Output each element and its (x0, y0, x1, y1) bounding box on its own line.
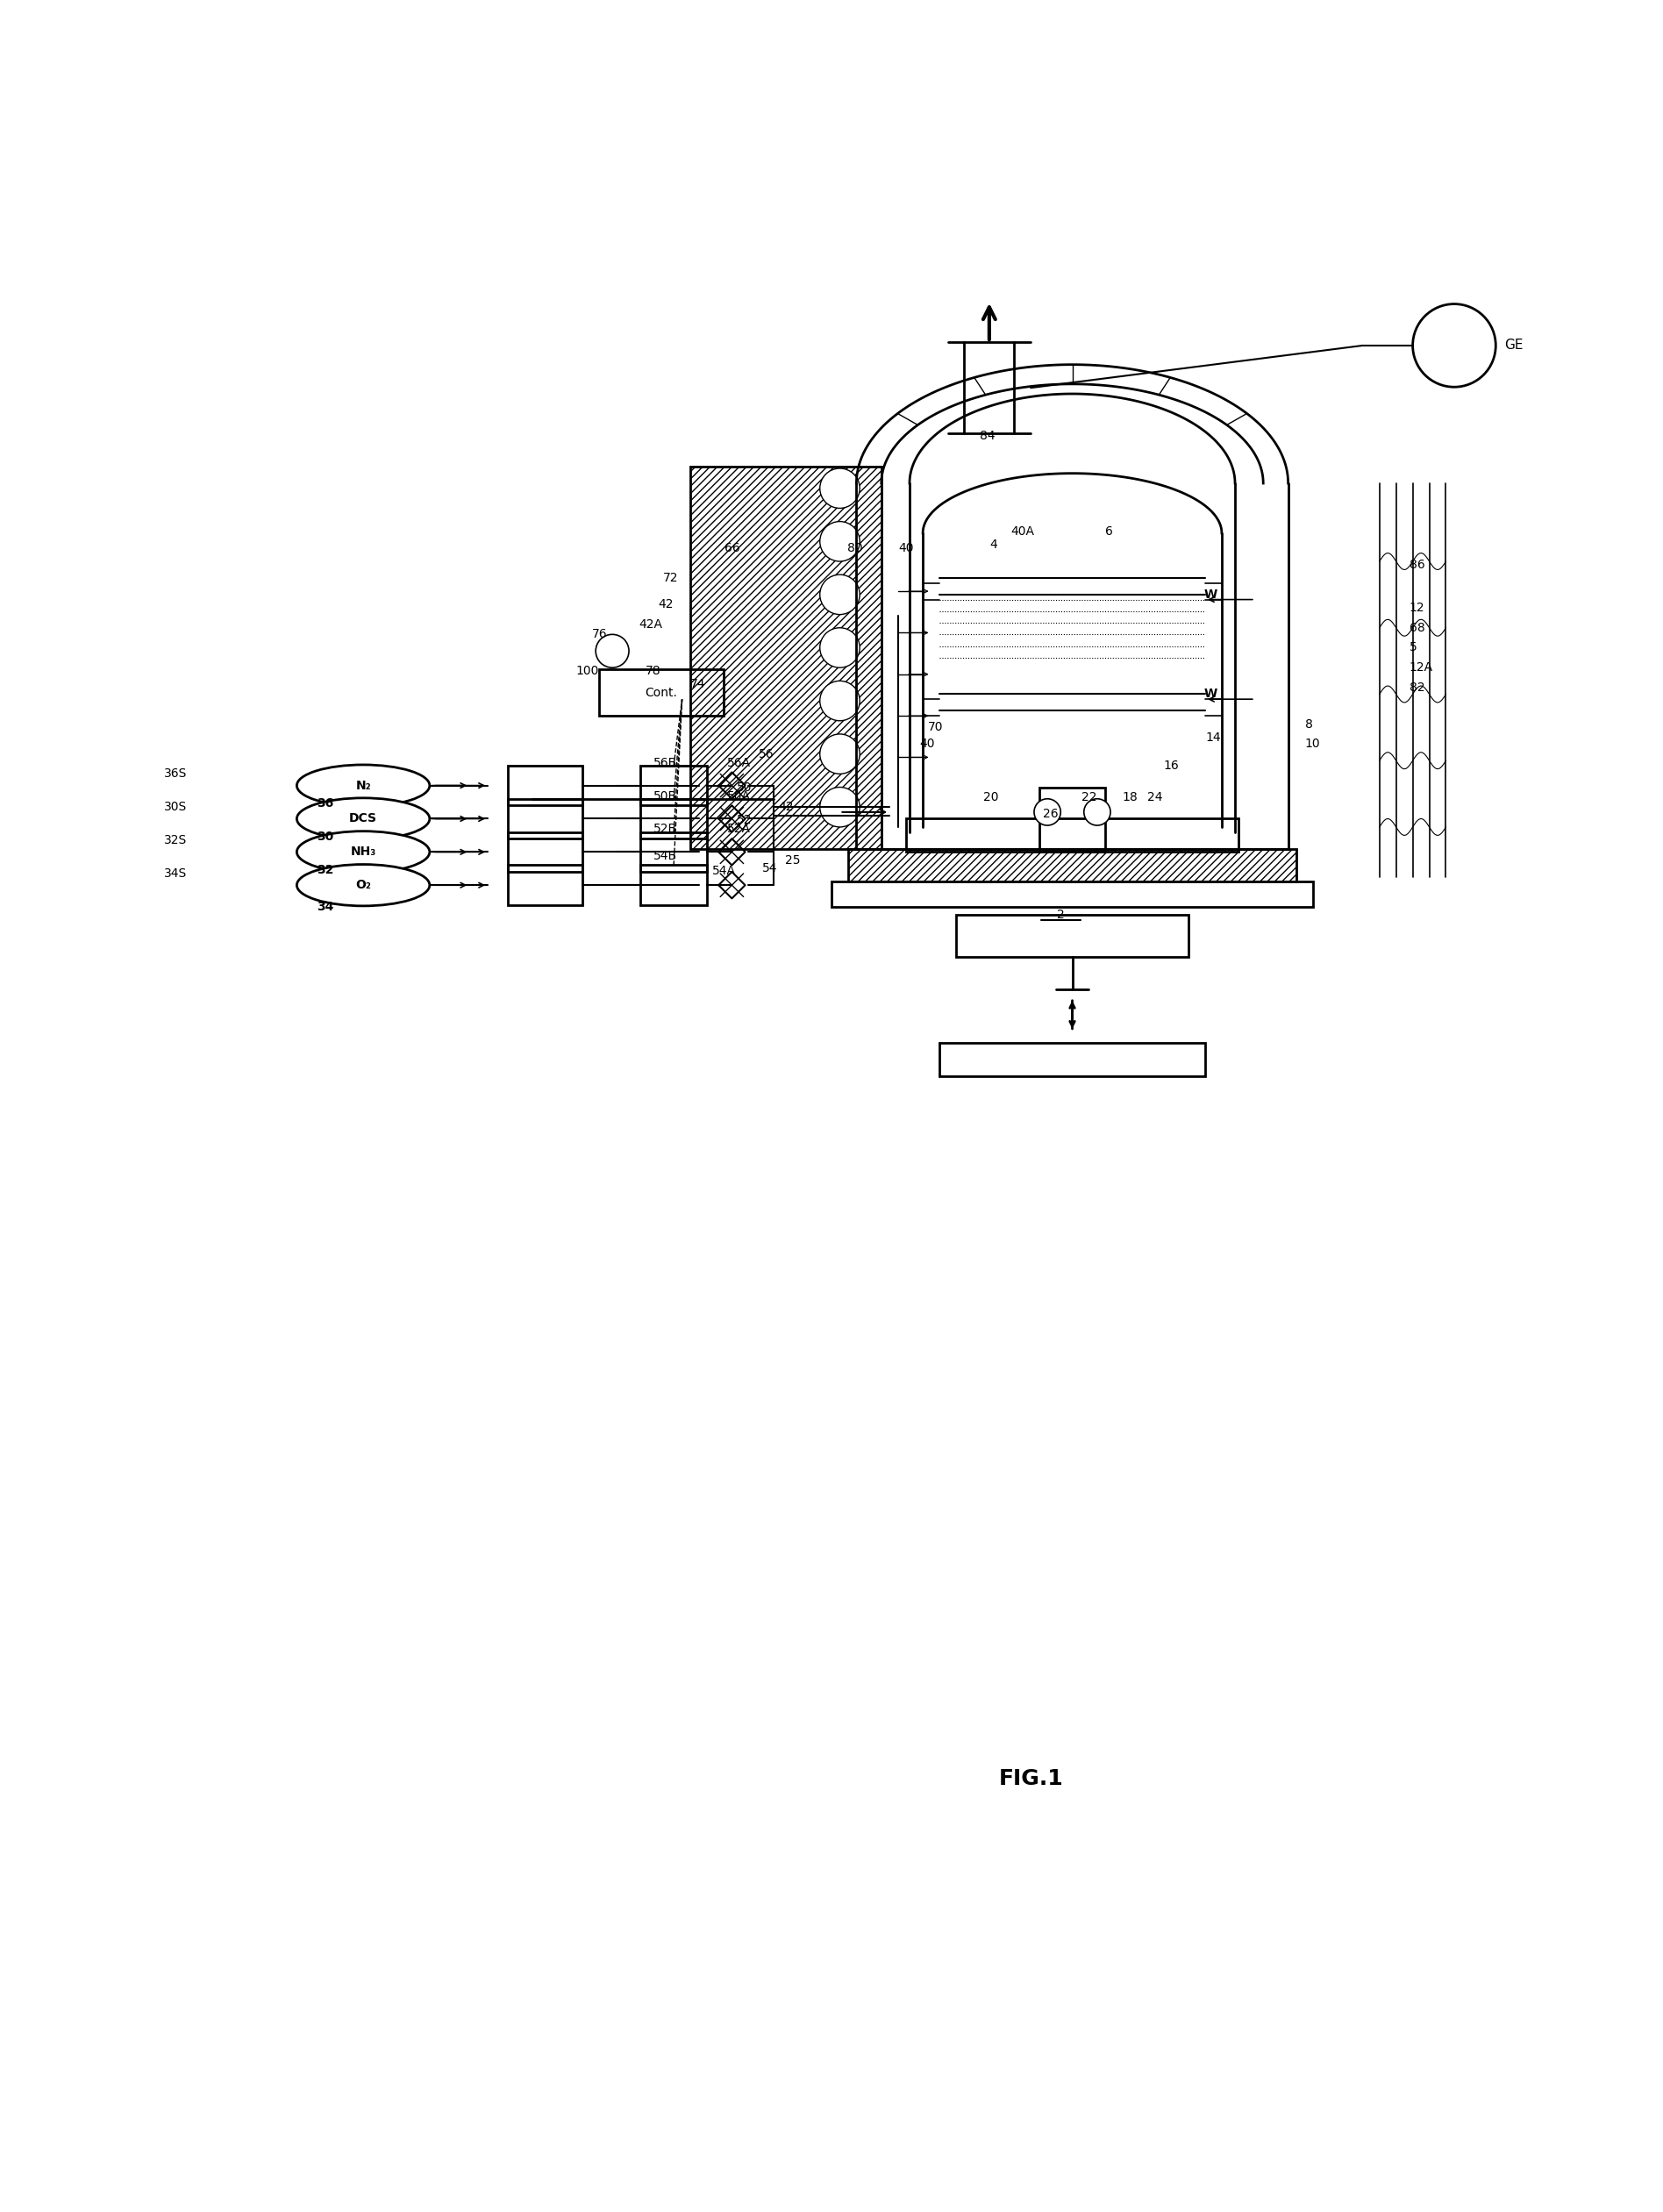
Circle shape (595, 635, 629, 668)
Text: 50: 50 (737, 781, 752, 794)
Bar (640, 765, 707, 805)
Text: N₂: N₂ (356, 779, 371, 792)
Text: 22: 22 (1081, 792, 1096, 803)
Text: 80: 80 (846, 542, 863, 555)
Text: 4: 4 (989, 538, 996, 551)
Text: 30S: 30S (165, 801, 188, 814)
Circle shape (820, 469, 860, 509)
Text: NH₃: NH₃ (351, 845, 376, 858)
Bar (507, 865, 582, 905)
Text: 42: 42 (778, 801, 793, 814)
Circle shape (1084, 799, 1111, 825)
Bar (848, 849, 1297, 883)
Text: 54A: 54A (712, 865, 735, 876)
Bar (906, 818, 1239, 852)
Text: 100: 100 (575, 666, 599, 677)
Text: 74: 74 (690, 679, 705, 690)
Text: 26: 26 (1043, 807, 1058, 821)
Text: 84: 84 (980, 429, 996, 442)
Text: 72: 72 (664, 573, 679, 584)
Circle shape (820, 575, 860, 615)
Text: 68: 68 (1409, 622, 1425, 635)
Bar (1039, 787, 1106, 852)
Ellipse shape (296, 865, 429, 907)
Text: 78: 78 (645, 666, 660, 677)
Text: 56: 56 (758, 748, 773, 761)
Text: 52A: 52A (727, 823, 750, 836)
Text: 5: 5 (1409, 641, 1417, 655)
Bar (640, 832, 707, 872)
Text: 66: 66 (723, 542, 740, 555)
Text: 54: 54 (762, 863, 777, 874)
Text: 16: 16 (1164, 759, 1179, 772)
Text: 40: 40 (920, 739, 935, 750)
Text: W: W (1204, 688, 1217, 701)
Text: 34S: 34S (165, 867, 188, 880)
Text: 50A: 50A (727, 790, 750, 803)
Text: 86: 86 (1409, 560, 1425, 571)
Text: 70: 70 (928, 721, 943, 734)
Bar (640, 865, 707, 905)
Text: 30: 30 (316, 832, 334, 843)
Text: 20: 20 (983, 792, 998, 803)
Circle shape (820, 734, 860, 774)
Bar (507, 765, 582, 805)
Text: 54B: 54B (654, 849, 677, 863)
Text: 8: 8 (1305, 719, 1312, 730)
Circle shape (1412, 303, 1495, 387)
Text: 14: 14 (1206, 732, 1221, 743)
Ellipse shape (296, 832, 429, 874)
Text: 52B: 52B (654, 823, 677, 836)
Text: W: W (1204, 588, 1217, 602)
Text: 12A: 12A (1409, 661, 1434, 675)
Circle shape (820, 681, 860, 721)
Bar (832, 883, 1314, 907)
Circle shape (820, 787, 860, 827)
Text: 32: 32 (316, 865, 334, 876)
Text: O₂: O₂ (356, 878, 371, 891)
Text: 56B: 56B (654, 757, 679, 770)
Bar (507, 832, 582, 872)
Bar (690, 467, 881, 849)
Text: 24: 24 (1147, 792, 1162, 803)
Text: 40: 40 (898, 542, 915, 555)
Text: 6: 6 (1106, 524, 1113, 538)
Text: 50B: 50B (654, 790, 677, 803)
Text: 18: 18 (1123, 792, 1137, 803)
Text: 56A: 56A (727, 757, 750, 770)
Bar (956, 916, 1189, 956)
Text: FIG.1: FIG.1 (998, 1767, 1063, 1790)
Circle shape (1034, 799, 1061, 825)
Circle shape (820, 522, 860, 562)
Text: Cont.: Cont. (645, 686, 677, 699)
Text: DCS: DCS (349, 812, 378, 825)
Text: 76: 76 (592, 628, 607, 641)
Text: 34: 34 (316, 900, 334, 914)
Text: 12: 12 (1409, 602, 1425, 615)
Text: 2: 2 (1056, 909, 1064, 920)
Bar (640, 799, 707, 838)
Text: 52: 52 (737, 814, 752, 827)
Text: GE: GE (1503, 338, 1523, 352)
Text: 82: 82 (1409, 681, 1425, 695)
Text: 32S: 32S (165, 834, 188, 847)
Circle shape (820, 628, 860, 668)
Text: 40A: 40A (1011, 524, 1034, 538)
Text: 25: 25 (785, 854, 800, 867)
Text: 36S: 36S (165, 768, 188, 781)
Text: 10: 10 (1305, 739, 1320, 750)
Bar (940, 1042, 1206, 1075)
Ellipse shape (296, 799, 429, 841)
Bar (599, 670, 723, 717)
Text: 42A: 42A (639, 619, 662, 630)
Ellipse shape (296, 765, 429, 807)
Text: 42: 42 (659, 599, 674, 611)
Text: 36: 36 (316, 799, 334, 810)
Bar (507, 799, 582, 838)
